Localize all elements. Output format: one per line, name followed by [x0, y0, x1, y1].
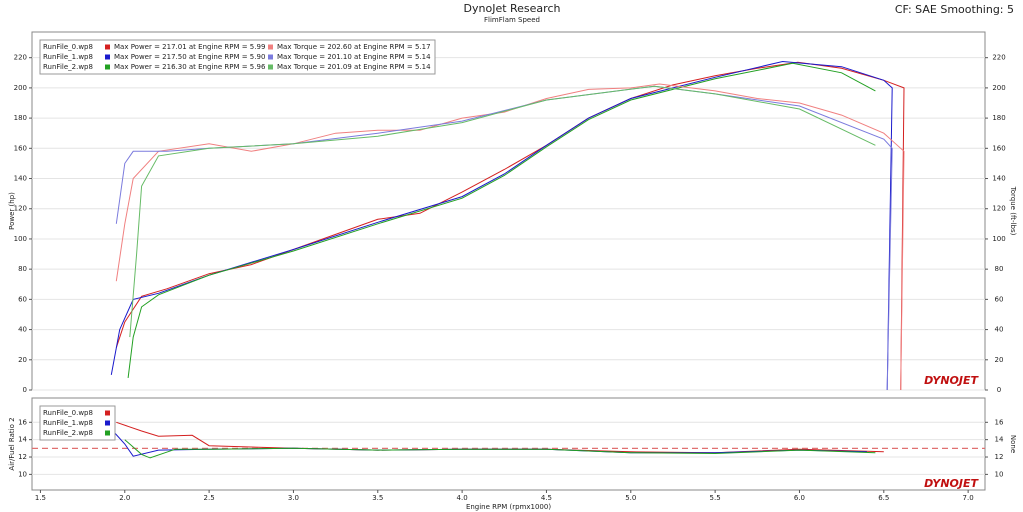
x-tick-label: 3.0: [288, 494, 299, 502]
y-tick-label: 10: [18, 470, 27, 478]
x-tick-label: 6.0: [794, 494, 805, 502]
y-tick-label: 20: [18, 356, 27, 364]
legend-label: RunFile_2.wp8: [43, 429, 93, 437]
y-tick-label: 160: [14, 144, 27, 152]
y2-tick-label: 10: [995, 470, 1004, 478]
y2-tick-label: 100: [992, 235, 1005, 243]
y-tick-label: 180: [14, 114, 27, 122]
y2-tick-label: 140: [992, 175, 1005, 183]
plot-area: [31, 31, 986, 391]
subtitle: FlimFlam Speed: [484, 16, 540, 24]
y-tick-label: 80: [18, 265, 27, 273]
logo: DYNOJET: [924, 374, 979, 387]
legend-swatch: [105, 54, 110, 60]
legend-note: Max Torque = 201.10 at Engine RPM = 5.14: [277, 53, 431, 61]
legend-label: RunFile_1.wp8: [43, 419, 93, 427]
y-tick-label: 60: [18, 295, 27, 303]
y-tick-label: 16: [18, 418, 27, 426]
legend-swatch: [268, 64, 273, 70]
y2-tick-label: 12: [995, 453, 1004, 461]
y2-tick-label: 0: [997, 386, 1001, 394]
y-tick-label: 140: [14, 175, 27, 183]
x-tick-label: 1.5: [35, 494, 46, 502]
logo: DYNOJET: [924, 477, 979, 490]
y-tick-label: 0: [23, 386, 27, 394]
y2-axis-label: Torque (ft-lbs): [1009, 186, 1017, 236]
legend-label: RunFile_1.wp8: [43, 53, 93, 61]
legend-note: Max Power = 216.30 at Engine RPM = 5.96: [114, 63, 266, 71]
legend-swatch: [268, 54, 273, 60]
series-line: [115, 83, 905, 391]
y-tick-label: 12: [18, 453, 27, 461]
x-tick-label: 7.0: [963, 494, 974, 502]
y-tick-label: 14: [18, 436, 27, 444]
legend-swatch: [105, 410, 110, 416]
y-tick-label: 120: [14, 205, 27, 213]
x-tick-label: 5.5: [710, 494, 721, 502]
series-line: [124, 439, 876, 459]
plot-area: [31, 397, 986, 491]
legend-note: Max Torque = 202.60 at Engine RPM = 5.17: [277, 43, 431, 51]
y2-tick-label: 40: [995, 326, 1004, 334]
y-tick-label: 40: [18, 326, 27, 334]
x-tick-label: 4.5: [541, 494, 552, 502]
legend-note: Max Power = 217.50 at Engine RPM = 5.90: [114, 53, 265, 61]
x-tick-label: 2.0: [119, 494, 130, 502]
legend-swatch: [105, 44, 110, 50]
y2-tick-label: 200: [992, 84, 1005, 92]
y2-tick-label: 160: [992, 144, 1005, 152]
y-tick-label: 100: [14, 235, 27, 243]
settings: CF: SAE Smoothing: 5: [895, 3, 1014, 16]
x-tick-label: 3.5: [372, 494, 383, 502]
legend-label: RunFile_2.wp8: [43, 63, 93, 71]
x-tick-label: 4.0: [457, 494, 468, 502]
legend-note: Max Power = 217.01 at Engine RPM = 5.99: [114, 43, 265, 51]
y-axis-label: Air/Fuel Ratio 2: [8, 417, 16, 470]
legend-label: RunFile_0.wp8: [43, 409, 93, 417]
y2-tick-label: 14: [995, 436, 1004, 444]
title: DynoJet Research: [464, 2, 561, 15]
x-tick-label: 2.5: [204, 494, 215, 502]
series-line: [127, 62, 876, 378]
y2-tick-label: 80: [995, 265, 1004, 273]
legend-note: Max Torque = 201.09 at Engine RPM = 5.14: [277, 63, 431, 71]
series-line: [129, 85, 876, 338]
y2-tick-label: 120: [992, 205, 1005, 213]
legend-swatch: [105, 64, 110, 70]
y2-tick-label: 60: [995, 295, 1004, 303]
x-tick-label: 6.5: [878, 494, 889, 502]
y-tick-label: 220: [14, 54, 27, 62]
legend-swatch: [105, 420, 110, 426]
legend-label: RunFile_0.wp8: [43, 43, 93, 51]
legend-swatch: [105, 430, 110, 436]
series-line: [115, 85, 893, 391]
y-tick-label: 200: [14, 84, 27, 92]
y2-tick-label: 16: [995, 418, 1004, 426]
legend-box: [39, 405, 116, 441]
y2-tick-label: 180: [992, 114, 1005, 122]
y2-axis-label: None: [1009, 435, 1017, 453]
y2-tick-label: 20: [995, 356, 1004, 364]
x-tick-label: 5.0: [625, 494, 636, 502]
x-axis-label: Engine RPM (rpmx1000): [466, 503, 551, 511]
legend-swatch: [268, 44, 273, 50]
y-axis-label: Power (hp): [8, 192, 16, 230]
series-line: [110, 60, 893, 391]
y2-tick-label: 220: [992, 54, 1005, 62]
